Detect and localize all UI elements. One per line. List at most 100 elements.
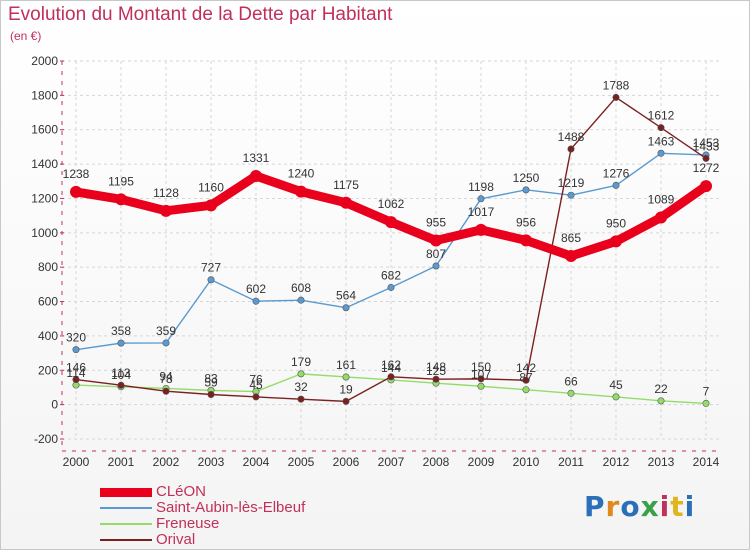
data-label: 94	[159, 369, 173, 383]
grid-lines	[62, 60, 720, 440]
data-label: 107	[471, 367, 491, 381]
data-point	[522, 186, 530, 194]
x-tick-label: 2007	[378, 455, 405, 469]
data-label: 1488	[558, 130, 585, 144]
data-labels: 1238 1195 1128 1160 1331 1240 1175 1062 955 1017 9…	[63, 78, 720, 398]
data-label: 66	[564, 374, 578, 388]
x-tick-label: 2005	[288, 455, 315, 469]
data-point	[477, 375, 485, 383]
data-point	[565, 250, 577, 263]
data-point	[385, 216, 397, 229]
data-point	[207, 276, 215, 284]
data-label: 320	[66, 331, 86, 345]
data-point	[702, 154, 710, 162]
data-label: 1463	[648, 134, 675, 148]
data-label: 359	[156, 324, 176, 338]
legend-label: Freneuse	[156, 515, 220, 532]
chart-title: Evolution du Montant de la Dette par Hab…	[8, 4, 393, 25]
data-label: 113	[111, 366, 130, 380]
data-label: 1238	[63, 167, 90, 181]
data-point	[477, 195, 485, 203]
chart-subtitle: (en €)	[10, 29, 42, 43]
data-point	[70, 185, 82, 198]
y-tick-label: 1600	[31, 123, 58, 137]
data-point	[387, 373, 395, 381]
data-label: 59	[204, 375, 218, 389]
data-point	[297, 296, 305, 304]
data-point	[612, 181, 620, 189]
x-tick-label: 2010	[513, 455, 540, 469]
x-tick-label: 2003	[198, 455, 225, 469]
data-label: 564	[336, 289, 356, 303]
x-tick-label: 2014	[693, 455, 720, 469]
data-point	[117, 339, 125, 347]
data-label: 1250	[513, 171, 540, 185]
y-tick-label: 2000	[31, 54, 58, 68]
data-point	[475, 223, 487, 236]
data-point	[522, 386, 530, 394]
data-label: 76	[249, 373, 263, 387]
data-point	[252, 393, 260, 401]
data-point	[297, 395, 305, 403]
data-point	[567, 191, 575, 199]
data-label: 1272	[693, 161, 720, 175]
data-point	[250, 169, 262, 182]
data-label: 1062	[378, 197, 405, 211]
data-label: 161	[336, 358, 356, 372]
data-label: 1219	[558, 176, 585, 190]
data-point	[117, 381, 125, 389]
axes: -200 0 200 400 600 800 1000 1200 1400 1600 1800 200…	[31, 54, 720, 469]
x-tick-label: 2012	[603, 455, 630, 469]
data-point	[115, 193, 127, 206]
data-point	[342, 304, 350, 312]
data-label: 1453	[693, 136, 720, 150]
data-label: 142	[516, 361, 536, 375]
y-tick-label: 1800	[31, 88, 58, 102]
x-tick-label: 2013	[648, 455, 675, 469]
data-label: 956	[516, 215, 536, 229]
logo-letter: i	[659, 490, 671, 523]
data-point	[702, 399, 710, 407]
data-label: 608	[291, 281, 311, 295]
x-tick-label: 2002	[153, 455, 180, 469]
legend-swatch	[100, 523, 152, 525]
data-label: 1089	[648, 193, 675, 207]
data-point	[340, 196, 352, 209]
data-label: 45	[249, 378, 263, 392]
data-label: 78	[159, 372, 173, 386]
data-label: 807	[426, 247, 446, 261]
series-lines	[70, 93, 712, 407]
legend-swatch	[100, 507, 152, 509]
y-tick-label: 0	[51, 398, 58, 412]
x-tick-label: 2009	[468, 455, 495, 469]
logo-letter: o	[620, 490, 641, 523]
data-point	[207, 390, 215, 398]
x-tick-label: 2004	[243, 455, 270, 469]
data-label: 682	[381, 268, 401, 282]
x-tick-label: 2001	[108, 455, 135, 469]
data-point	[522, 376, 530, 384]
data-point	[657, 397, 665, 405]
data-label: 865	[561, 231, 581, 245]
y-tick-label: 600	[38, 295, 58, 309]
data-label: 144	[381, 361, 401, 375]
data-label: 162	[381, 358, 401, 372]
data-point	[520, 234, 532, 247]
x-tick-label: 2011	[558, 455, 584, 469]
y-tick-label: 800	[38, 260, 58, 274]
data-label: 32	[294, 380, 308, 394]
logo-letter: x	[640, 490, 660, 523]
data-point	[72, 376, 80, 384]
data-label: 1276	[603, 166, 630, 180]
legend-swatch	[100, 539, 152, 541]
data-label: 7	[703, 384, 710, 398]
data-point	[342, 397, 350, 405]
data-label: 146	[66, 361, 86, 375]
data-label: 87	[519, 371, 533, 385]
data-label: 1017	[468, 205, 495, 219]
data-point	[252, 297, 260, 305]
data-point	[567, 145, 575, 153]
data-label: 1331	[243, 151, 270, 165]
data-point	[657, 149, 665, 157]
